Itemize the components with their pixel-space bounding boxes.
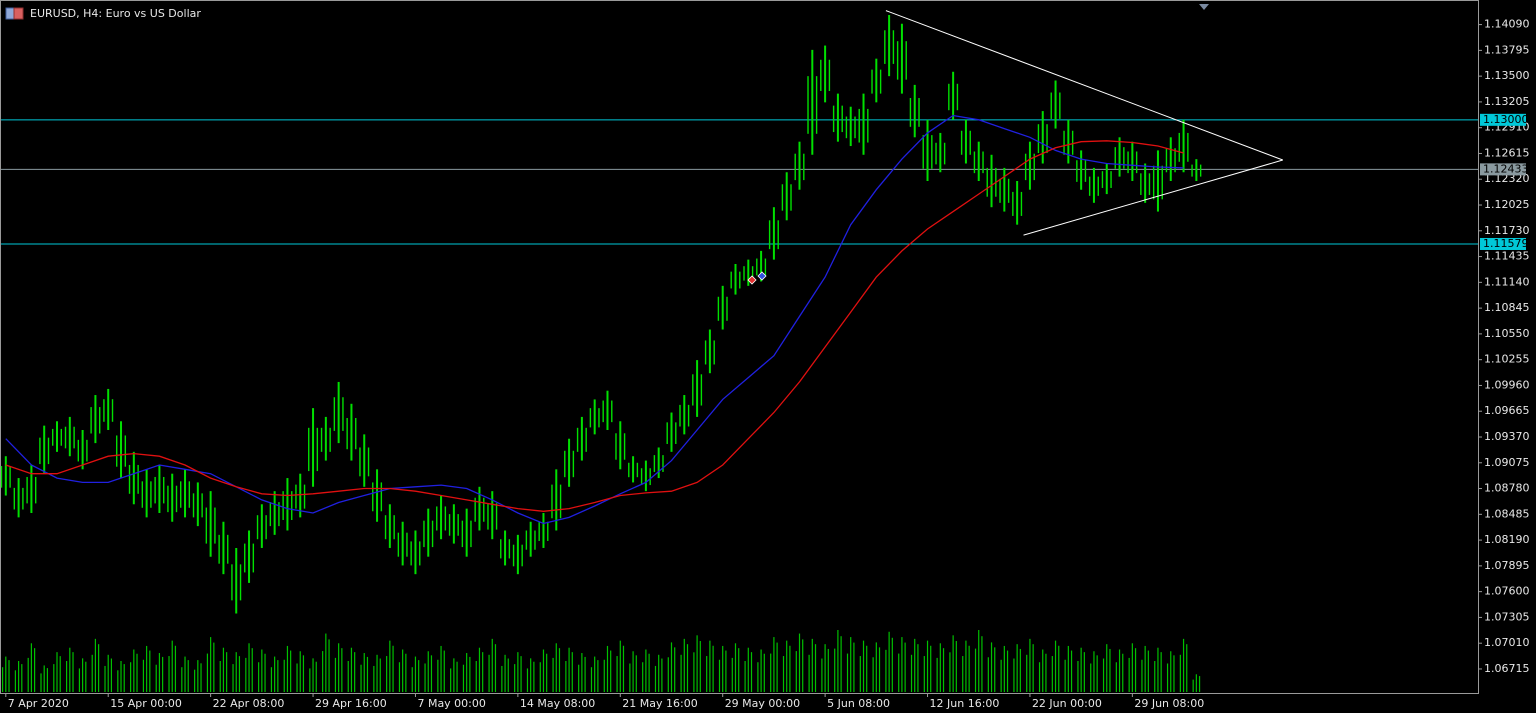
y-tick-label: 1.10550	[1484, 327, 1530, 340]
y-tick-label: 1.10845	[1484, 301, 1530, 314]
price-level-label: 1.12433	[1483, 162, 1529, 175]
x-tick-label: 29 May 00:00	[725, 697, 800, 710]
y-tick-label: 1.07010	[1484, 636, 1530, 649]
x-tick-label: 29 Jun 08:00	[1134, 697, 1204, 710]
y-tick-label: 1.12025	[1484, 198, 1530, 211]
price-level-tag	[1480, 237, 1526, 250]
y-tick-label: 1.13795	[1484, 43, 1530, 56]
y-tick-label: 1.09665	[1484, 404, 1530, 417]
trade-marker	[747, 275, 757, 285]
trendline	[1023, 159, 1283, 236]
x-tick-label: 7 Apr 2020	[8, 697, 69, 710]
x-tick-label: 15 Apr 00:00	[110, 697, 182, 710]
x-tick-label: 7 May 00:00	[417, 697, 485, 710]
y-tick-label: 1.08485	[1484, 507, 1530, 520]
symbol-icon	[5, 7, 24, 20]
y-tick-label: 1.09075	[1484, 456, 1530, 469]
price-level-label: 1.11579	[1483, 237, 1529, 250]
trade-marker	[757, 271, 767, 281]
moving-average	[5, 140, 1184, 512]
y-tick-label: 1.13500	[1484, 69, 1530, 82]
y-tick-label: 1.11730	[1484, 224, 1530, 237]
shift-marker	[1199, 4, 1209, 10]
y-tick-label: 1.09960	[1484, 378, 1530, 391]
y-tick-label: 1.11140	[1484, 275, 1530, 288]
x-tick-label: 22 Jun 00:00	[1032, 697, 1102, 710]
x-tick-label: 29 Apr 16:00	[315, 697, 387, 710]
y-tick-label: 1.12320	[1484, 172, 1530, 185]
icon-part	[13, 7, 24, 20]
y-tick-label: 1.10255	[1484, 353, 1530, 366]
price-level-tag	[1480, 113, 1526, 126]
moving-average	[5, 114, 1184, 525]
x-tick-label: 21 May 16:00	[622, 697, 697, 710]
price-level-label: 1.13000	[1483, 113, 1529, 126]
trendline	[885, 10, 1283, 161]
x-tick-label: 5 Jun 08:00	[827, 697, 890, 710]
y-tick-label: 1.11435	[1484, 250, 1530, 263]
y-tick-label: 1.07305	[1484, 610, 1530, 623]
y-tick-label: 1.12615	[1484, 146, 1530, 159]
y-tick-label: 1.13205	[1484, 95, 1530, 108]
y-tick-label: 1.09370	[1484, 430, 1530, 443]
plot-border	[0, 0, 1479, 694]
x-tick-label: 14 May 08:00	[520, 697, 595, 710]
y-tick-label: 1.08780	[1484, 482, 1530, 495]
y-tick-label: 1.07600	[1484, 585, 1530, 598]
y-tick-label: 1.08190	[1484, 533, 1530, 546]
price-level-tag	[1480, 163, 1526, 176]
y-tick-label: 1.06715	[1484, 662, 1530, 675]
y-tick-label: 1.14090	[1484, 18, 1530, 31]
y-tick-label: 1.07895	[1484, 559, 1530, 572]
chart-title: EURUSD, H4: Euro vs US Dollar	[30, 7, 201, 20]
x-tick-label: 12 Jun 16:00	[930, 697, 1000, 710]
x-tick-label: 22 Apr 08:00	[213, 697, 285, 710]
